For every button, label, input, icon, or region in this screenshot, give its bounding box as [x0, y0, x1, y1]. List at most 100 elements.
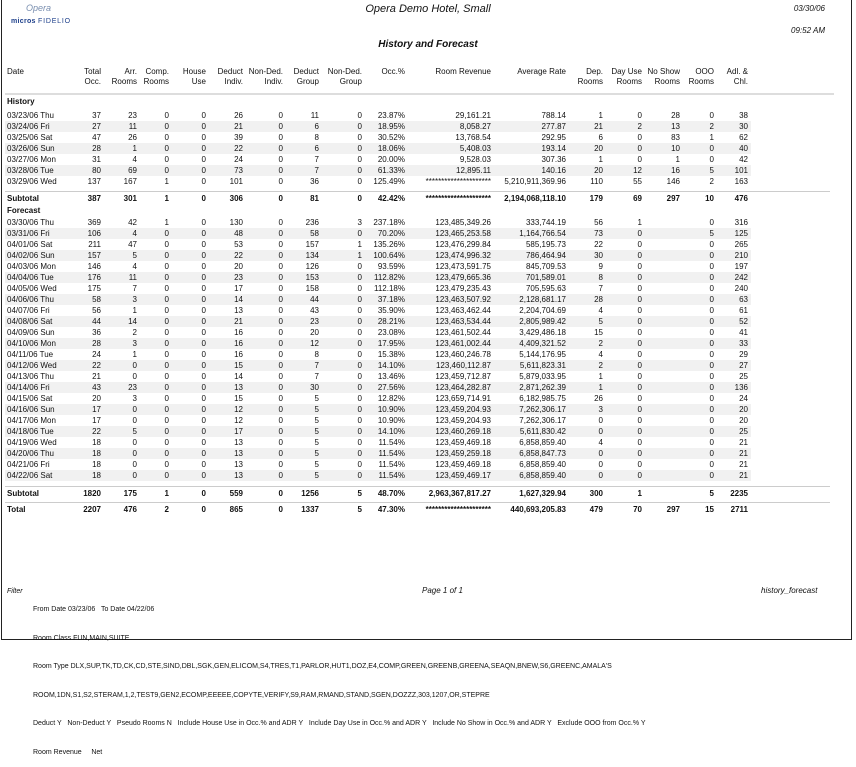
- cell-comp-rooms: 0: [164, 166, 169, 175]
- divider: [5, 486, 830, 487]
- cell-deduct-indiv: 14: [234, 295, 243, 304]
- cell-adl-chl: 210: [734, 251, 748, 260]
- cell-house-use: 0: [201, 273, 206, 282]
- cell-room-revenue: 12,895.11: [456, 166, 491, 175]
- cell-adl-chl: 33: [739, 339, 748, 348]
- cell-arr-rooms: 0: [132, 449, 137, 458]
- cell-date: 04/11/06 Tue: [7, 350, 54, 359]
- forecast-subtotal-row: Subtotal 1820 175 1 0 559 0 1256 5 48.70% 2,963,36…: [5, 488, 751, 499]
- cell-deduct-indiv: 23: [234, 273, 243, 282]
- cell-non-ded-group: 0: [357, 144, 362, 153]
- cell-occ-pct: 48.70%: [377, 489, 405, 498]
- cell-dep-rooms: 6: [598, 133, 603, 142]
- cell-deduct-indiv: 15: [234, 361, 243, 370]
- cell-deduct-group: 81: [310, 194, 319, 203]
- cell-total-occ: 58: [92, 295, 101, 304]
- cell-day-use-rooms: 0: [637, 394, 642, 403]
- cell-occ-pct: 135.26%: [373, 240, 405, 249]
- cell-occ-pct: 13.46%: [377, 372, 405, 381]
- header-average-rate: Average Rate: [517, 67, 566, 76]
- table-row: 04/14/06 Fri 43 23 0 0 13 0 30 0 27.56% 123,464,28…: [5, 382, 751, 393]
- cell-comp-rooms: 1: [164, 218, 169, 227]
- cell-comp-rooms: 1: [164, 177, 169, 186]
- cell-ooo-rooms: 0: [709, 295, 714, 304]
- cell-day-use-rooms: 0: [637, 339, 642, 348]
- cell-comp-rooms: 0: [164, 460, 169, 469]
- cell-house-use: 0: [201, 262, 206, 271]
- cell-average-rate: 140.16: [541, 166, 566, 175]
- table-row: 03/31/06 Fri 106 4 0 0 48 0 58 0 70.20% 123,465,25…: [5, 228, 751, 239]
- header-deduct-indiv: Deduct Indiv.: [217, 67, 243, 86]
- cell-occ-pct: 93.59%: [377, 262, 405, 271]
- cell-average-rate: 705,595.63: [525, 284, 566, 293]
- cell-deduct-group: 7: [314, 155, 319, 164]
- cell-arr-rooms: 301: [123, 194, 137, 203]
- cell-total-occ: 175: [87, 284, 101, 293]
- cell-arr-rooms: 1: [132, 350, 137, 359]
- cell-day-use-rooms: 0: [637, 240, 642, 249]
- header-day-use-rooms: Day Use Rooms: [611, 67, 642, 86]
- cell-room-revenue: 123,465,253.58: [435, 229, 491, 238]
- cell-room-revenue: 8,058.27: [459, 122, 491, 131]
- cell-no-show-rooms: 1: [675, 155, 680, 164]
- cell-deduct-indiv: 16: [234, 339, 243, 348]
- cell-room-revenue: 29,161.21: [455, 111, 491, 120]
- cell-arr-rooms: 476: [123, 505, 137, 514]
- cell-dep-rooms: 4: [598, 350, 603, 359]
- cell-non-ded-group: 0: [357, 295, 362, 304]
- cell-date: 04/01/06 Sat: [7, 240, 53, 249]
- table-row: 04/16/06 Sun 17 0 0 0 12 0 5 0 10.90% 123,459,204.…: [5, 404, 751, 415]
- cell-comp-rooms: 0: [164, 416, 169, 425]
- cell-comp-rooms: 0: [164, 122, 169, 131]
- cell-ooo-rooms: 10: [705, 194, 714, 203]
- cell-comp-rooms: 0: [164, 383, 169, 392]
- cell-comp-rooms: 0: [164, 339, 169, 348]
- filter-room-type: Room Type DLX,SUP,TK,TD,CK,CD,STE,SIND,D…: [33, 663, 612, 670]
- cell-house-use: 0: [201, 372, 206, 381]
- cell-deduct-indiv: 21: [234, 122, 243, 131]
- cell-non-ded-group: 0: [357, 133, 362, 142]
- cell-comp-rooms: 1: [164, 489, 169, 498]
- cell-deduct-group: 153: [305, 273, 319, 282]
- cell-comp-rooms: 0: [164, 273, 169, 282]
- cell-day-use-rooms: 0: [637, 251, 642, 260]
- cell-adl-chl: 25: [739, 372, 748, 381]
- cell-no-show-rooms: 83: [671, 133, 680, 142]
- cell-non-ded-group: 0: [357, 372, 362, 381]
- cell-non-ded-indiv: 0: [278, 262, 283, 271]
- cell-non-ded-group: 3: [357, 218, 362, 227]
- cell-non-ded-indiv: 0: [278, 133, 283, 142]
- cell-comp-rooms: 0: [164, 144, 169, 153]
- cell-date: 04/08/06 Sat: [7, 317, 53, 326]
- cell-comp-rooms: 0: [164, 251, 169, 260]
- cell-ooo-rooms: 0: [709, 416, 714, 425]
- cell-ooo-rooms: 0: [709, 240, 714, 249]
- cell-deduct-group: 1256: [301, 489, 319, 498]
- cell-room-revenue: 123,659,714.91: [435, 394, 491, 403]
- cell-non-ded-group: 0: [357, 350, 362, 359]
- cell-total-occ: 43: [92, 383, 101, 392]
- cell-occ-pct: 20.00%: [377, 155, 405, 164]
- cell-date: 04/02/06 Sun: [7, 251, 55, 260]
- cell-date: 04/09/06 Sun: [7, 328, 55, 337]
- cell-day-use-rooms: 0: [637, 229, 642, 238]
- cell-day-use-rooms: 0: [637, 449, 642, 458]
- cell-day-use-rooms: 55: [633, 177, 642, 186]
- cell-dep-rooms: 20: [594, 144, 603, 153]
- cell-deduct-indiv: 16: [234, 328, 243, 337]
- cell-day-use-rooms: 0: [637, 306, 642, 315]
- cell-house-use: 0: [201, 218, 206, 227]
- cell-day-use-rooms: 0: [637, 372, 642, 381]
- cell-ooo-rooms: 0: [709, 449, 714, 458]
- cell-occ-pct: 27.56%: [377, 383, 405, 392]
- cell-average-rate: 6,858,859.40: [519, 438, 566, 447]
- cell-total-occ: 176: [87, 273, 101, 282]
- cell-day-use-rooms: 0: [637, 317, 642, 326]
- cell-ooo-rooms: 0: [709, 427, 714, 436]
- header-non-ded-group: Non-Ded. Group: [327, 67, 362, 86]
- filter-dates: From Date 03/23/06 To Date 04/22/06: [33, 606, 155, 613]
- cell-deduct-group: 5: [314, 416, 319, 425]
- table-row: 04/06/06 Thu 58 3 0 0 14 0 44 0 37.18% 123,463,507…: [5, 294, 751, 305]
- cell-non-ded-indiv: 0: [278, 372, 283, 381]
- divider: [5, 191, 830, 192]
